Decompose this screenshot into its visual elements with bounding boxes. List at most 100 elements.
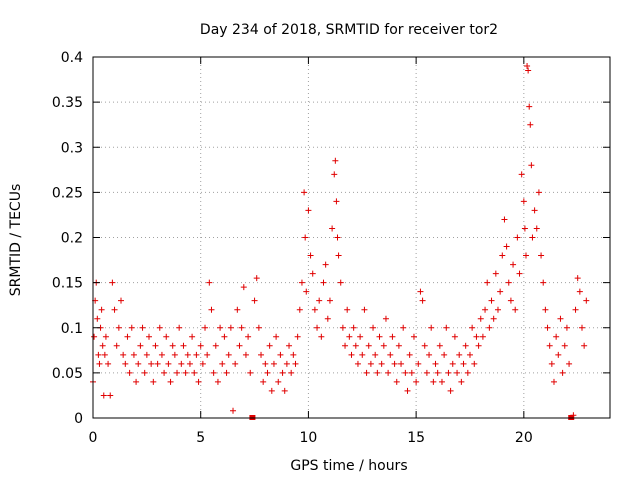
y-tick-label: 0.1 (61, 321, 83, 337)
data-point (527, 121, 534, 128)
data-point (191, 369, 198, 376)
data-point (316, 297, 323, 304)
data-point (221, 333, 228, 340)
data-point (357, 333, 364, 340)
data-point (415, 360, 422, 367)
data-point (100, 392, 107, 399)
data-point (268, 387, 275, 394)
data-point (380, 342, 387, 349)
data-point (566, 360, 573, 367)
data-point (230, 407, 237, 414)
data-point (122, 360, 129, 367)
x-tick-label: 10 (300, 430, 318, 446)
data-point (139, 324, 146, 331)
data-point (169, 342, 176, 349)
x-tick-label: 5 (196, 430, 205, 446)
data-point (441, 351, 448, 358)
data-point (279, 369, 286, 376)
data-point (531, 207, 538, 214)
data-point (462, 342, 469, 349)
data-point (260, 378, 267, 385)
data-point (227, 324, 234, 331)
data-point (445, 369, 452, 376)
data-point (505, 279, 512, 286)
data-point (174, 369, 181, 376)
data-point (466, 351, 473, 358)
data-point (212, 342, 219, 349)
data-point (507, 297, 514, 304)
data-point (290, 351, 297, 358)
data-point (524, 63, 531, 70)
data-point (501, 216, 508, 223)
data-point (499, 252, 506, 259)
data-point (514, 234, 521, 241)
y-tick-labels: 0 0.05 0.1 0.15 0.2 0.25 0.3 0.35 0.4 (52, 50, 83, 427)
data-point (223, 369, 230, 376)
y-tick-label: 0.4 (61, 50, 83, 66)
data-point (141, 369, 148, 376)
data-point (167, 378, 174, 385)
data-point (214, 378, 221, 385)
data-point (449, 360, 456, 367)
data-point (533, 225, 540, 232)
data-point (385, 369, 392, 376)
data-point (521, 225, 528, 232)
data-point (376, 333, 383, 340)
data-point (408, 369, 415, 376)
data-point (528, 162, 535, 169)
data-point (286, 342, 293, 349)
data-point (133, 378, 140, 385)
data-point (574, 275, 581, 282)
data-point (178, 360, 185, 367)
data-point (234, 306, 241, 313)
x-tick-labels: 0 5 10 15 20 (89, 430, 533, 446)
data-point (526, 103, 533, 110)
data-point (113, 342, 120, 349)
data-point (572, 306, 579, 313)
grid-lines (93, 57, 610, 418)
data-point (503, 243, 510, 250)
y-tick-label: 0.05 (52, 366, 83, 382)
data-point (251, 297, 258, 304)
data-point (184, 351, 191, 358)
data-point (378, 360, 385, 367)
y-tick-label: 0.3 (61, 140, 83, 156)
data-point (393, 378, 400, 385)
data-point (329, 225, 336, 232)
data-point (563, 324, 570, 331)
data-point (342, 342, 349, 349)
x-axis-label: GPS time / hours (290, 458, 407, 474)
data-point (520, 198, 527, 205)
data-point (538, 252, 545, 259)
data-point (469, 324, 476, 331)
y-tick-label: 0.15 (52, 276, 83, 292)
data-point (154, 360, 161, 367)
data-point (529, 234, 536, 241)
data-point (158, 351, 165, 358)
data-point (204, 351, 211, 358)
data-point (105, 360, 112, 367)
data-point (281, 387, 288, 394)
data-point (578, 324, 585, 331)
y-tick-label: 0.2 (61, 231, 83, 247)
data-point (273, 333, 280, 340)
data-point (199, 360, 206, 367)
data-point (374, 369, 381, 376)
data-point (363, 369, 370, 376)
data-point (464, 369, 471, 376)
data-point (553, 333, 560, 340)
data-point (436, 342, 443, 349)
data-point (428, 324, 435, 331)
data-point (516, 270, 523, 277)
data-point (275, 378, 282, 385)
data-point (101, 351, 108, 358)
data-points (90, 63, 590, 420)
data-point (135, 360, 142, 367)
data-point (137, 342, 144, 349)
y-tick-label: 0.35 (52, 95, 83, 111)
data-point (186, 360, 193, 367)
data-point (288, 369, 295, 376)
data-point (324, 315, 331, 322)
data-point (150, 378, 157, 385)
data-point (240, 284, 247, 291)
